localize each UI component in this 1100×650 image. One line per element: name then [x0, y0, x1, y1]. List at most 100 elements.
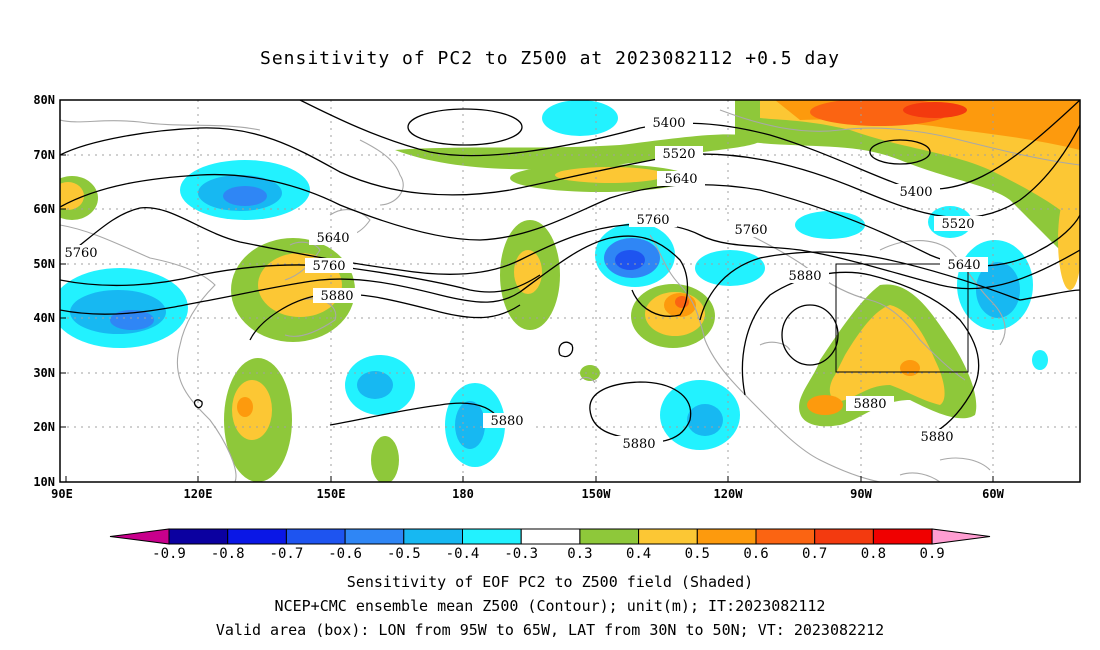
contour-label: 5400: [892, 184, 940, 200]
colorbar-swatch: [462, 528, 522, 545]
colorbar-swatch: [285, 528, 346, 545]
colorbar-label: 0.8: [861, 546, 886, 562]
contour-label: 5640: [309, 230, 357, 246]
colorbar-swatch: [638, 528, 698, 545]
colorbar-label: -0.8: [211, 546, 245, 562]
contour-label: 5880: [913, 429, 961, 445]
svg-text:5760: 5760: [636, 213, 669, 228]
contour-5880-central-pacific: [589, 381, 692, 443]
colorbar-swatch: [403, 528, 463, 545]
colorbar-swatch: [168, 528, 229, 545]
contour-5880-east: [699, 251, 1080, 321]
valid-area-box: [835, 263, 969, 373]
contour-label: 5880: [483, 413, 531, 429]
lat-tick-label: 10N: [33, 475, 55, 489]
contour-closed-high: [781, 304, 839, 366]
contour-label: 5880: [781, 268, 829, 284]
colorbar-label: -0.7: [270, 546, 304, 562]
contour-label: 5400: [645, 115, 693, 131]
svg-text:5760: 5760: [64, 246, 97, 261]
latitude-axis: 80N 70N 60N 50N 40N 30N 20N 10N: [33, 93, 66, 489]
contour-labels: 5400 5520 5640 5760 5400 5520 5640 5760 …: [58, 115, 988, 452]
colorbar-label: -0.3: [504, 546, 538, 562]
colorbar-swatch: [344, 528, 405, 545]
contour-label: 5760: [629, 212, 677, 228]
lat-tick-label: 80N: [33, 93, 55, 107]
contour-5880-southwest: [329, 402, 501, 426]
lat-tick-label: 70N: [33, 148, 55, 162]
contour-label: 5520: [934, 216, 982, 232]
colorbar-label: -0.5: [387, 546, 421, 562]
lat-tick-label: 20N: [33, 420, 55, 434]
svg-text:5880: 5880: [920, 430, 953, 445]
svg-text:5520: 5520: [941, 217, 974, 232]
contour-5820a: [60, 235, 689, 317]
colorbar-label: 0.4: [626, 546, 651, 562]
contour-label: 5640: [657, 171, 705, 187]
contour-small-closed-2: [193, 399, 203, 409]
contour-label: 5760: [58, 245, 104, 261]
longitude-axis: 90E 120E 150E 180 150W 120W 90W 60W: [51, 476, 1005, 501]
svg-text:5880: 5880: [622, 437, 655, 452]
contour-5760: [60, 207, 1080, 290]
svg-text:5880: 5880: [853, 397, 886, 412]
map-frame: [59, 99, 1081, 483]
colorbar-label: 0.6: [743, 546, 768, 562]
lon-tick-label: 150W: [582, 487, 612, 501]
colorbar-label: 0.7: [802, 546, 827, 562]
svg-text:5880: 5880: [490, 414, 523, 429]
lon-tick-label: 120E: [184, 487, 213, 501]
contour-label: 5760: [305, 258, 353, 274]
contour-5880-west: [249, 293, 521, 341]
lat-tick-label: 40N: [33, 311, 55, 325]
contour-5880-high: [741, 271, 980, 436]
colorbar-label: 0.3: [567, 546, 592, 562]
colorbar-arrow-left: [109, 528, 170, 545]
contour-closed-low-canada: [869, 139, 931, 165]
lon-tick-label: 60W: [982, 487, 1004, 501]
colorbar-swatch: [520, 528, 581, 545]
z500-contours: [60, 100, 1080, 443]
lon-tick-label: 90W: [850, 487, 872, 501]
colorbar-swatch: [696, 528, 757, 545]
svg-text:5760: 5760: [734, 223, 767, 238]
contour-closed-low-north-pacific: [407, 108, 523, 146]
svg-text:5400: 5400: [652, 116, 685, 131]
svg-text:5520: 5520: [662, 147, 695, 162]
colorbar-arrow-right: [931, 528, 991, 545]
caption-line-3: Valid area (box): LON from 95W to 65W, L…: [215, 621, 885, 639]
colorbar-swatch: [579, 528, 640, 545]
lon-tick-label: 120W: [714, 487, 744, 501]
svg-text:5400: 5400: [899, 185, 932, 200]
svg-text:5640: 5640: [316, 231, 349, 246]
contour-label: 5760: [727, 222, 775, 238]
positive-sensitivity-areas: [60, 100, 1080, 482]
lat-tick-label: 30N: [33, 366, 55, 380]
contour-label: 5880: [846, 396, 894, 412]
svg-text:5880: 5880: [320, 289, 353, 304]
caption-line-2: NCEP+CMC ensemble mean Z500 (Contour); u…: [274, 597, 826, 615]
colorbar-swatch: [814, 528, 874, 545]
map-title: Sensitivity of PC2 to Z500 at 2023082112…: [259, 48, 840, 69]
lon-tick-label: 150E: [317, 487, 346, 501]
lon-tick-label: 180: [452, 487, 474, 501]
lat-tick-label: 50N: [33, 257, 55, 271]
svg-text:5760: 5760: [312, 259, 345, 274]
colorbar-label: 0.5: [685, 546, 710, 562]
contour-label: 5520: [655, 146, 703, 162]
colorbar-label: -0.9: [152, 546, 186, 562]
contour-label: 5880: [615, 436, 663, 452]
svg-text:5640: 5640: [664, 172, 697, 187]
contour-small-closed: [558, 341, 574, 358]
shading-layer: [60, 100, 1080, 482]
svg-text:5880: 5880: [788, 269, 821, 284]
lat-tick-label: 60N: [33, 202, 55, 216]
contour-label: 5640: [940, 257, 988, 273]
colorbar: -0.9 -0.8 -0.7 -0.6 -0.5 -0.4 -0.3 0.3 0.4 0.5 0.6…: [109, 528, 991, 562]
contour-label: 5880: [313, 288, 361, 304]
lon-tick-label: 90E: [51, 487, 73, 501]
negative-sensitivity-areas: [60, 100, 1048, 467]
colorbar-swatch: [872, 528, 933, 545]
colorbar-swatch: [755, 528, 816, 545]
